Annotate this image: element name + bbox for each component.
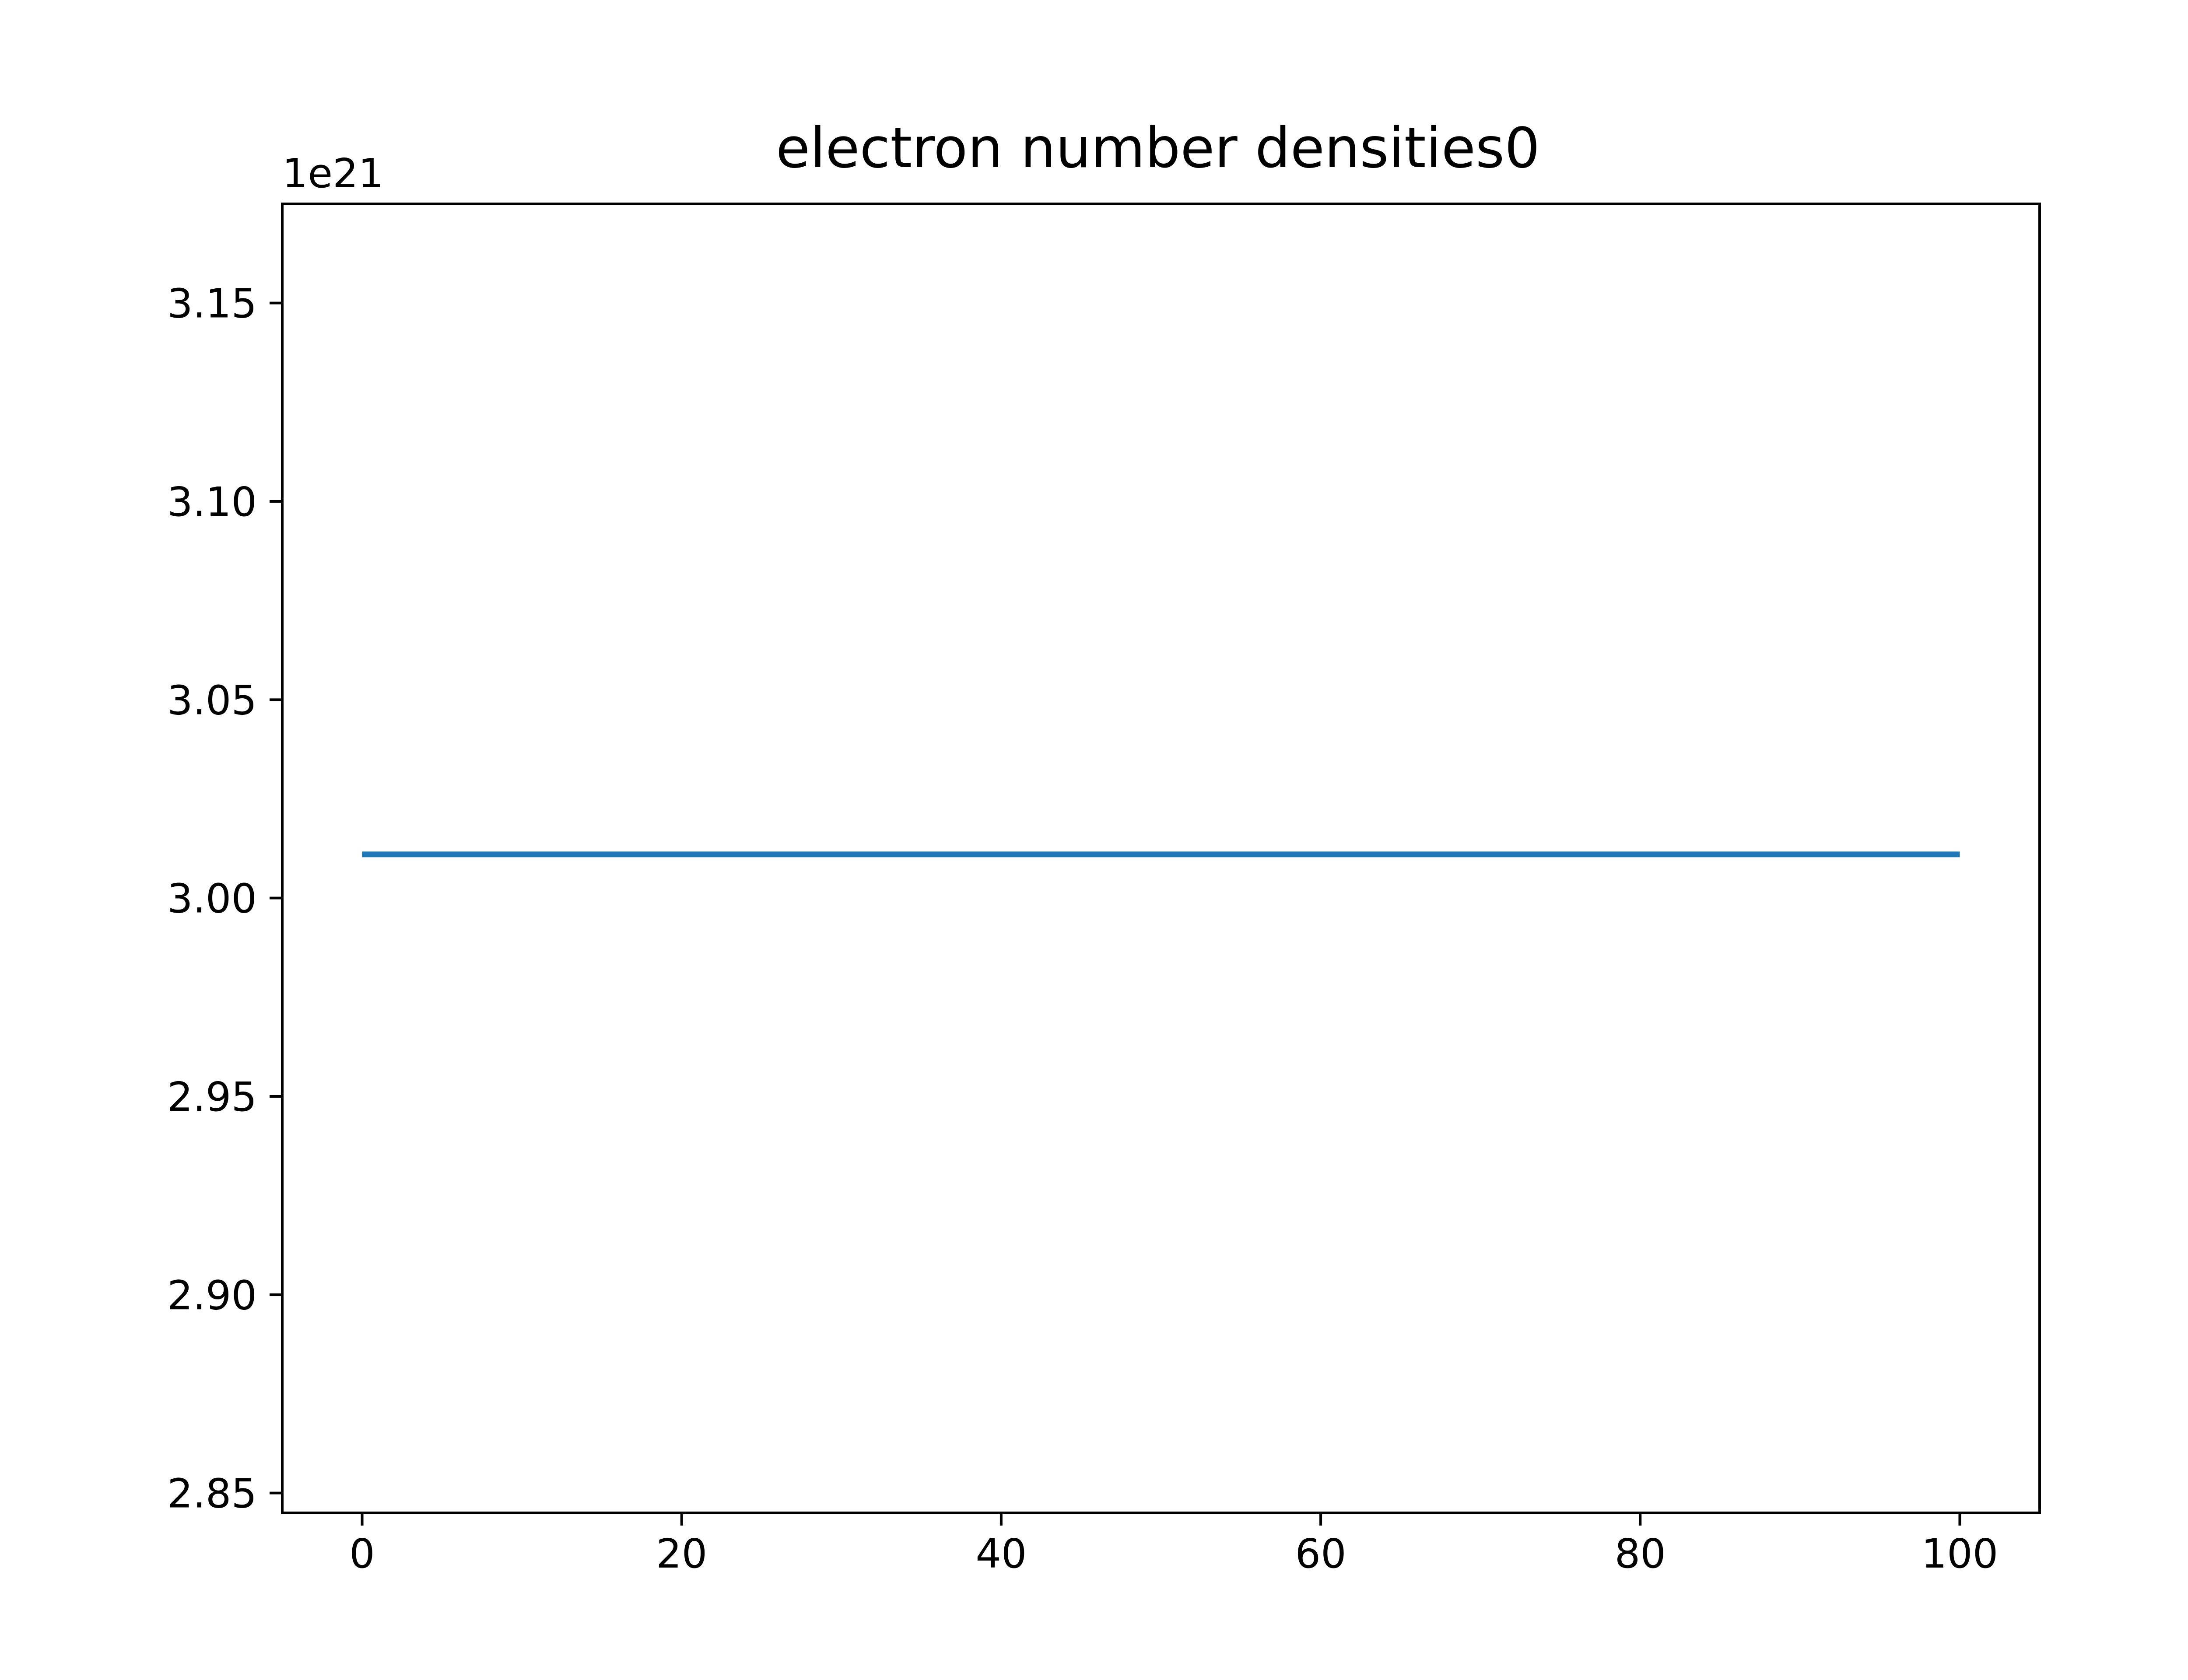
x-axis: 0 20 40 60 80 100 (349, 1513, 1998, 1577)
y-tick-label: 2.90 (167, 1272, 257, 1319)
x-tick-label: 60 (1295, 1530, 1346, 1577)
chart-title: electron number densities0 (776, 116, 1540, 180)
y-tick-label: 3.15 (167, 280, 257, 327)
y-tick-label: 3.00 (167, 875, 257, 922)
y-tick-label: 3.05 (167, 677, 257, 724)
x-tick-label: 40 (975, 1530, 1027, 1577)
x-tick-label: 80 (1615, 1530, 1666, 1577)
x-tick-label: 100 (1922, 1530, 1999, 1577)
y-axis: 2.85 2.90 2.95 3.00 3.05 3.10 3.15 (167, 280, 282, 1517)
y-tick-label: 2.85 (167, 1470, 257, 1517)
y-tick-label: 2.95 (167, 1074, 257, 1120)
y-offset-label: 1e21 (282, 150, 384, 197)
axes-frame (281, 203, 2041, 1514)
x-tick-label: 20 (656, 1530, 707, 1577)
y-tick-label: 3.10 (167, 479, 257, 525)
x-tick-label: 0 (349, 1530, 375, 1577)
